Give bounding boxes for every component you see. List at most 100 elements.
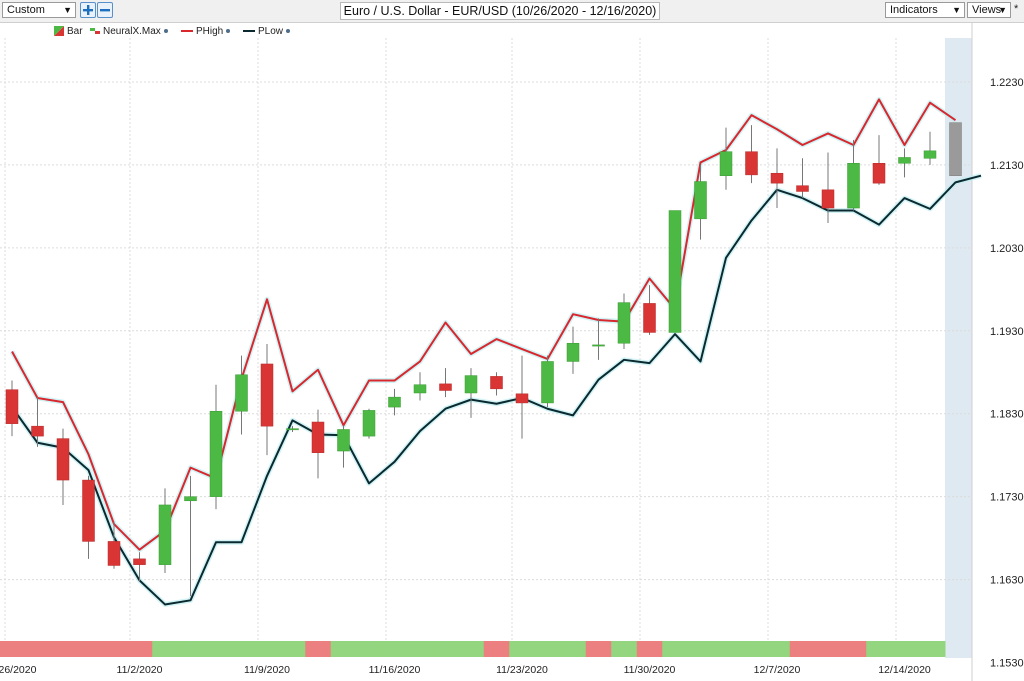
y-tick-label: 1.2030 [990,243,1024,255]
neuralx-signal-segment [152,641,179,657]
legend-item-neuralx[interactable]: NeuralX.Max [90,26,168,37]
candle[interactable] [56,438,70,481]
chart-toolbar: Custom ▼ Euro / U.S. Dollar - EUR/USD (1… [0,0,1024,23]
candle[interactable] [388,396,401,408]
neuralx-signal-segment [330,641,357,657]
indicators-label: Indicators [890,4,938,16]
forecast-candle[interactable] [949,122,962,176]
candle[interactable] [668,210,682,333]
y-tick-label: 1.2230 [990,77,1024,89]
neuralx-signal-segment [687,641,714,657]
y-tick-label: 1.2130 [990,160,1024,172]
chevron-down-icon: ▼ [952,5,961,15]
candle[interactable] [745,151,758,176]
chevron-down-icon: ▼ [63,5,72,15]
neuralx-signal-segment [662,641,689,657]
price-chart[interactable]: 1.2230 1.2130 1.2030 1.1930 1.1830 1.1730 1.16… [0,22,1024,681]
neuralx-signal-segment [585,641,612,657]
candle[interactable] [796,185,809,192]
neuralx-signal-segment [458,641,485,657]
neuralx-signal-segment [866,641,893,657]
views-dropdown[interactable]: Views ▼ [967,2,1011,18]
neuralx-signal-segment [50,641,77,657]
views-modified-marker: * [1014,3,1019,15]
candle[interactable] [694,181,707,220]
candle[interactable] [566,342,580,362]
layout-dropdown[interactable]: Custom ▼ [2,2,76,18]
neuralx-signal-segment [534,641,561,657]
settings-dot-icon[interactable] [226,29,231,34]
plus-icon [83,5,93,15]
candle[interactable] [260,363,274,427]
neuralx-signal-segment [764,641,791,657]
candle[interactable] [311,421,325,453]
minus-icon [100,9,110,12]
chevron-down-icon: ▼ [998,5,1007,15]
candle[interactable] [5,389,19,424]
y-tick-label: 1.1530 [990,658,1024,670]
candle[interactable] [184,496,197,502]
candle[interactable] [235,374,248,412]
candle[interactable] [515,393,529,404]
neuralx-signal-segment [815,641,842,657]
line-swatch-icon [181,30,193,33]
candle[interactable] [719,151,733,176]
views-label: Views [972,4,1002,16]
candle[interactable] [158,504,172,565]
settings-dot-icon[interactable] [286,29,291,34]
x-tick-label: 12/14/2020 [878,664,931,676]
candle[interactable] [107,541,121,566]
candle[interactable] [872,163,886,184]
candle[interactable] [490,376,503,390]
neuralx-signal-segment [917,641,946,657]
neuralx-signal-segment [840,641,867,657]
candle[interactable] [413,384,427,394]
candle[interactable] [847,163,860,209]
candle[interactable] [439,383,452,391]
candle[interactable] [592,344,605,347]
candle[interactable] [923,150,937,159]
neuralx-signal-segment [228,641,255,657]
neuralx-signal-segment [101,641,128,657]
legend-item-phigh[interactable]: PHigh [181,26,231,37]
candle[interactable] [31,425,44,437]
neuralx-signal-segment [636,641,663,657]
y-tick-label: 1.1730 [990,492,1024,504]
zoom-in-button[interactable] [80,2,96,18]
x-tick-label: 12/7/2020 [754,664,801,676]
candle[interactable] [82,479,95,542]
candle[interactable] [643,303,656,333]
candle[interactable] [337,429,350,452]
candle[interactable] [133,558,146,565]
legend-label: Bar [67,26,83,37]
candle[interactable] [286,428,299,431]
line-swatch-icon [243,30,255,33]
indicators-dropdown[interactable]: Indicators ▼ [885,2,965,18]
chart-title: Euro / U.S. Dollar - EUR/USD (10/26/2020… [340,2,660,20]
neuralx-signal-segment [560,641,587,657]
phigh-line [11,98,957,551]
legend-item-plow[interactable]: PLow [243,26,291,37]
y-tick-label: 1.1830 [990,409,1024,421]
x-tick-label: 11/30/2020 [624,664,676,676]
neuralx-signal-segment [789,641,816,657]
layout-dropdown-value: Custom [7,4,45,16]
candle[interactable] [770,172,784,184]
settings-dot-icon[interactable] [163,29,168,34]
candle[interactable] [464,375,478,394]
candle[interactable] [541,361,554,404]
neuralx-signal-segment [0,641,26,657]
zoom-out-button[interactable] [97,2,113,18]
legend-item-bar[interactable]: Bar [54,26,83,37]
neuralx-signal-segment [611,641,638,657]
y-tick-label: 1.1630 [990,575,1024,587]
x-tick-label: 11/2/2020 [117,664,163,676]
candle[interactable] [362,410,376,437]
candle[interactable] [898,157,911,164]
candle[interactable] [209,410,223,497]
neuralx-signal-segment [381,641,408,657]
bar-swatch-icon [54,26,64,37]
candle[interactable] [617,302,631,344]
candle[interactable] [821,189,835,209]
neuralx-signal-segment [713,641,740,657]
